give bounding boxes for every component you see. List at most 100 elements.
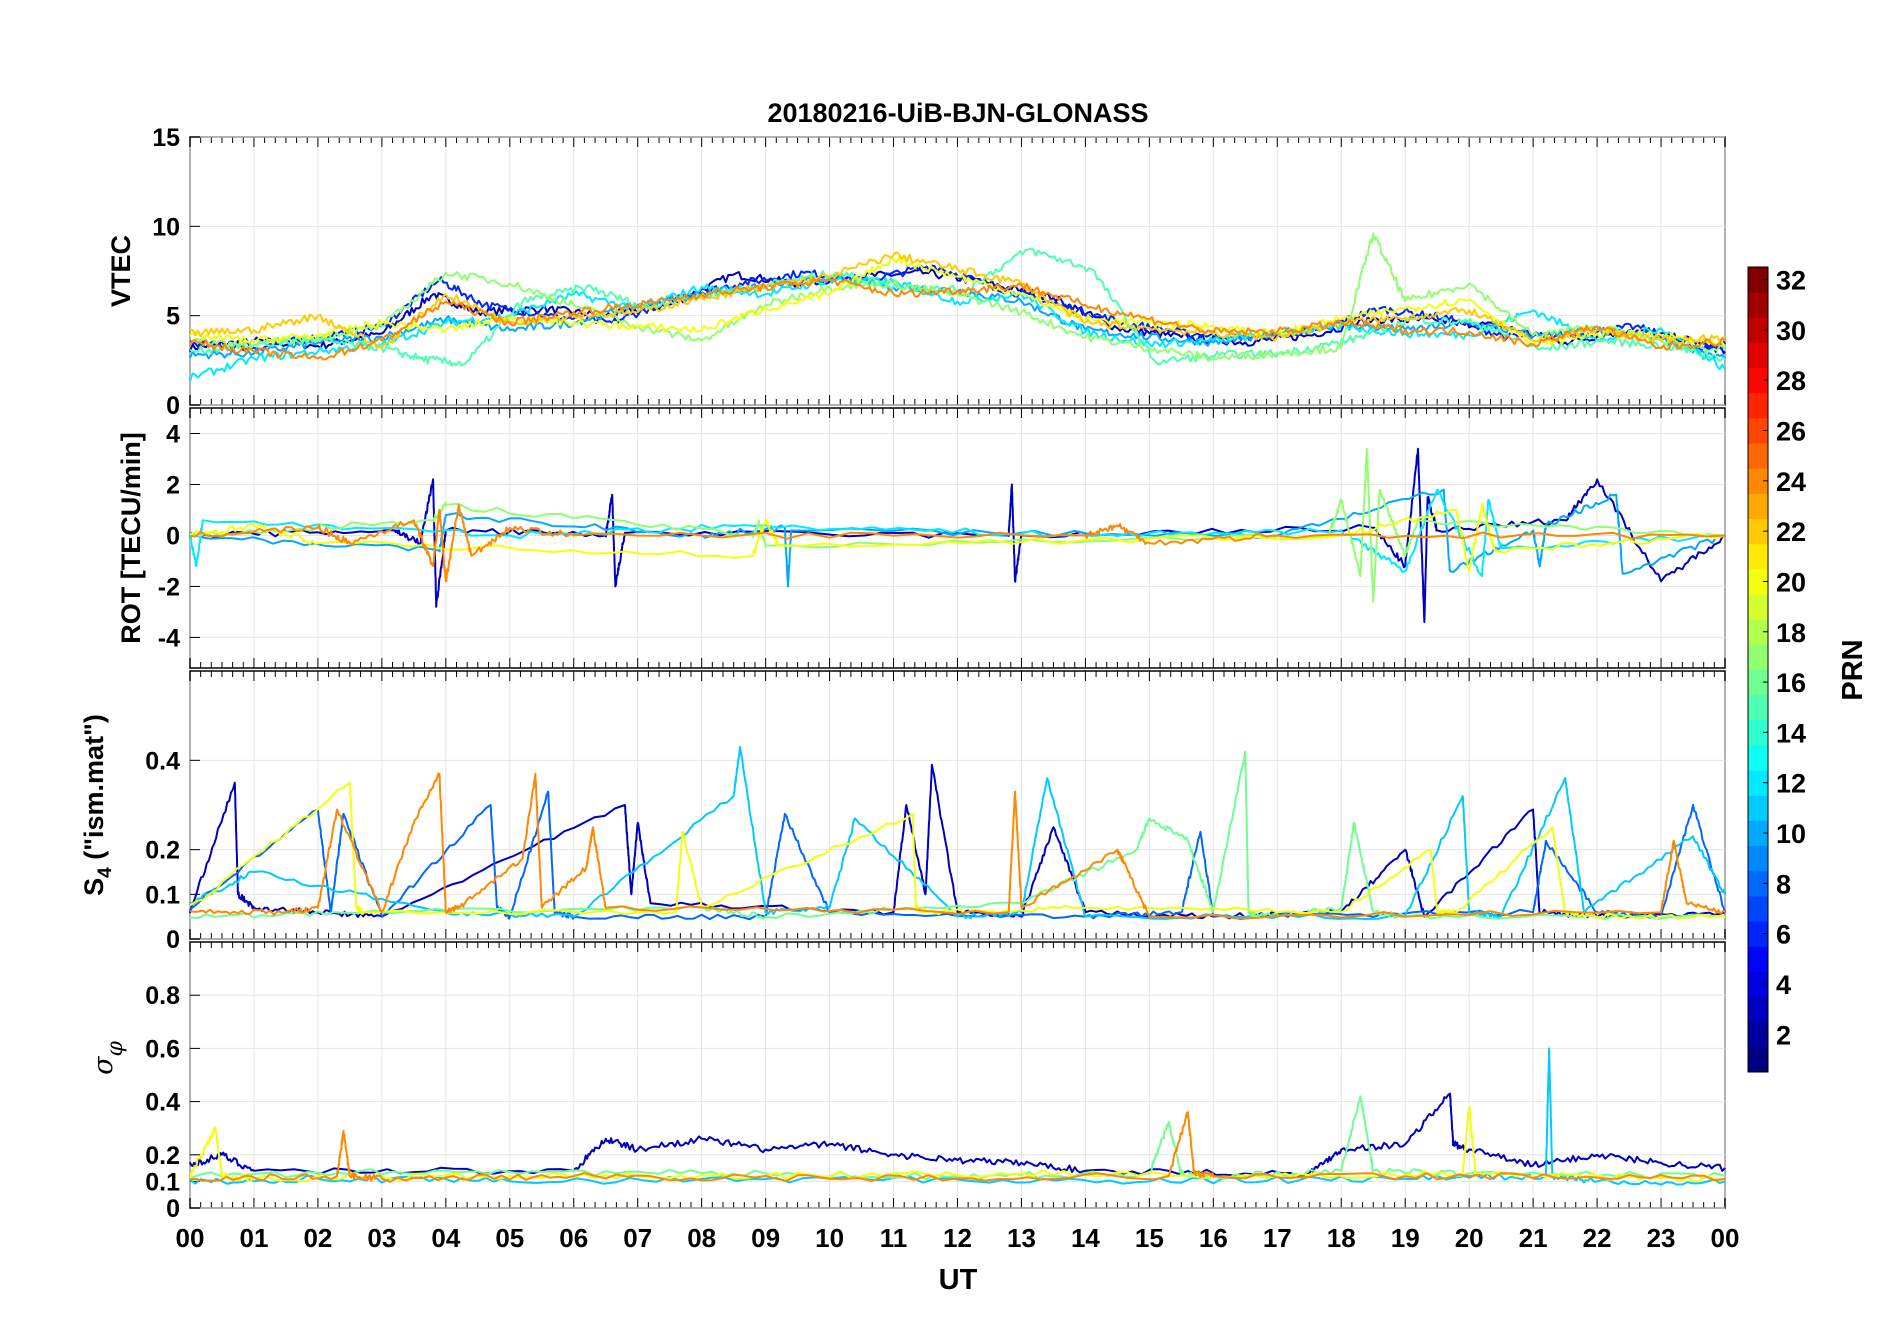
colorbar-label: PRN <box>1837 639 1869 700</box>
colorbar-tick-label: 30 <box>1776 316 1806 346</box>
sigma-phi-ytick-label: 0.2 <box>145 1142 180 1170</box>
sigma-phi-series-line <box>189 1105 1726 1183</box>
s4-ytick-labels: 0 0.1 0.2 0.4 <box>145 747 180 954</box>
colorbar-swatch <box>1748 719 1768 746</box>
colorbar-tick-label: 2 <box>1776 1020 1791 1050</box>
x-tick-label: 08 <box>687 1223 716 1253</box>
rot-ytick-label: 2 <box>166 471 180 499</box>
x-tick-label: 06 <box>559 1223 588 1253</box>
s4-ytick-label: 0.1 <box>145 881 180 909</box>
colorbar-swatch <box>1748 996 1768 1023</box>
panel-rot: -4 -2 0 2 4 ROT [TECU/min] <box>116 407 1726 669</box>
x-tick-label: 00 <box>1711 1223 1740 1253</box>
vtec-series-line <box>189 276 1726 382</box>
colorbar-swatch <box>1748 367 1768 394</box>
vtec-series-line <box>189 277 1726 361</box>
sigma-phi-ytick-label: 0.1 <box>145 1168 180 1196</box>
colorbar-tick-label: 16 <box>1776 668 1806 698</box>
colorbar-swatch <box>1748 619 1768 645</box>
vtec-ylabel: VTEC <box>106 235 136 307</box>
s4-series-line <box>189 772 1726 920</box>
x-tick-label: 05 <box>495 1223 524 1253</box>
colorbar-tick-label: 32 <box>1776 266 1806 296</box>
colorbar-tick-label: 8 <box>1776 869 1791 899</box>
x-tick-label: 13 <box>1007 1223 1036 1253</box>
colorbar-tick-label: 18 <box>1776 618 1806 648</box>
panel-sigma-phi: 00.10.2 0.4 0.6 0.8 σφ <box>88 941 1726 1223</box>
chart-title: 20180216-UiB-BJN-GLONASS <box>767 98 1148 128</box>
colorbar-swatch <box>1748 820 1768 847</box>
colorbar-swatch <box>1748 870 1768 897</box>
colorbar-swatch <box>1748 568 1768 595</box>
s4-ytick-label: 0.2 <box>145 837 180 865</box>
x-tick-label: 14 <box>1071 1223 1100 1253</box>
vtec-ytick-label: 10 <box>152 213 180 241</box>
rot-ylabel: ROT [TECU/min] <box>116 432 146 643</box>
colorbar-tick-label: 4 <box>1776 970 1791 1000</box>
colorbar-swatch <box>1748 342 1768 369</box>
x-axis-label: UT <box>939 1264 978 1296</box>
colorbar-swatch <box>1748 946 1768 972</box>
s4-ylabel: S4 ("ism.mat") <box>79 714 116 896</box>
s4-ylabel-rest: ("ism.mat") <box>79 714 109 867</box>
colorbar-swatch <box>1748 1021 1768 1048</box>
rot-series-line <box>189 488 1726 588</box>
vtec-series-line <box>189 251 1726 349</box>
colorbar-swatch <box>1748 845 1768 872</box>
s4-ylabel-subscript: 4 <box>95 867 116 878</box>
x-tick-label: 15 <box>1135 1223 1164 1253</box>
colorbar-tick-label: 22 <box>1776 517 1806 547</box>
colorbar-swatch <box>1748 392 1768 419</box>
vtec-ytick-label: 0 <box>166 392 180 420</box>
x-tick-label: 01 <box>239 1223 268 1253</box>
sigma-phi-series-line <box>189 1111 1726 1183</box>
s4-series-lines <box>189 745 1726 921</box>
rot-ytick-label: 4 <box>166 420 180 448</box>
colorbar-swatch <box>1748 770 1768 796</box>
colorbar-swatch <box>1748 267 1768 293</box>
x-tick-label: 22 <box>1583 1223 1612 1253</box>
sigma-phi-series-line <box>189 1095 1726 1180</box>
rot-series-line <box>189 488 1726 578</box>
rot-ytick-labels: -4 -2 0 2 4 <box>158 420 180 652</box>
x-tick-label: 03 <box>367 1223 396 1253</box>
s4-series-line <box>189 750 1726 920</box>
sigma-phi-grid <box>189 942 1726 1209</box>
x-tick-label: 21 <box>1519 1223 1548 1253</box>
s4-ytick-label: 0.4 <box>145 747 180 775</box>
sigma-phi-ytick-label: 0 <box>166 1195 180 1223</box>
colorbar-swatch <box>1748 493 1768 520</box>
rot-ytick-label: -4 <box>158 624 180 652</box>
x-tick-label: 10 <box>815 1223 844 1253</box>
vtec-ytick-labels: 0 5 10 15 <box>152 124 180 420</box>
colorbar-swatch <box>1748 795 1768 821</box>
vtec-series-line <box>189 264 1726 353</box>
x-axis: 00 01 02 03 04 05 06 07 08 09 10 11 12 13 14 15 16 17 18 19… <box>176 1223 1740 1296</box>
colorbar-frame <box>1747 266 1769 1073</box>
s4-series-line <box>189 781 1726 920</box>
sigma-phi-series-line <box>189 1047 1726 1186</box>
sigma-phi-ytick-label: 0.8 <box>145 982 180 1010</box>
colorbar-swatch <box>1748 669 1768 696</box>
colorbar-tick-label: 24 <box>1776 467 1806 497</box>
colorbar-swatch <box>1748 518 1768 545</box>
colorbar-swatch <box>1748 895 1768 922</box>
s4-series-line <box>189 763 1726 920</box>
colorbar-swatch <box>1748 1046 1768 1073</box>
vtec-series-line <box>189 255 1726 347</box>
sigma-phi-ytick-labels: 00.10.2 0.4 0.6 0.8 <box>145 982 180 1223</box>
colorbar-swatch <box>1748 744 1768 771</box>
x-tick-label: 09 <box>751 1223 780 1253</box>
colorbar-swatch <box>1748 594 1768 620</box>
colorbar-swatch <box>1748 971 1768 998</box>
x-tick-label: 02 <box>303 1223 332 1253</box>
s4-ytick-label: 0 <box>166 926 180 954</box>
colorbar-tick-label: 6 <box>1776 920 1791 950</box>
vtec-ytick-label: 15 <box>152 124 180 152</box>
x-tick-label: 19 <box>1391 1223 1420 1253</box>
colorbar-swatches <box>1748 267 1768 1073</box>
rot-series-line <box>189 502 1726 573</box>
x-tick-label: 07 <box>623 1223 652 1253</box>
